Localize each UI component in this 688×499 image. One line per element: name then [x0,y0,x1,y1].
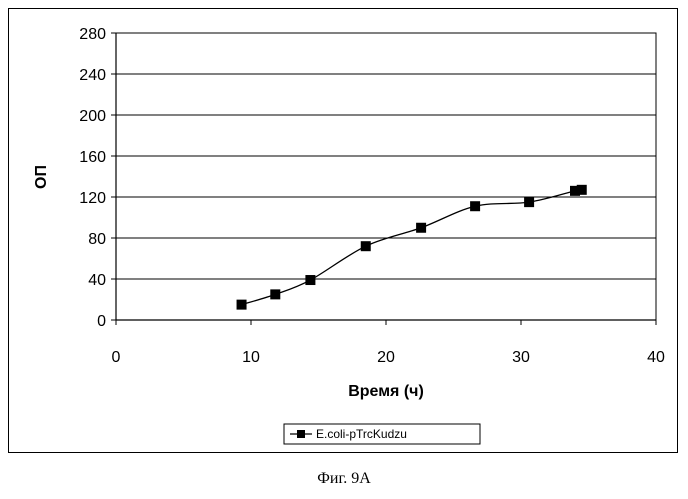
x-tick-label: 20 [377,349,395,366]
y-tick-label: 120 [79,190,106,207]
legend-marker-sample [297,430,305,438]
figure-caption: Фиг. 9А [0,470,688,488]
y-tick-label: 280 [79,26,106,43]
data-point-marker [416,223,426,233]
y-tick-label: 160 [79,149,106,166]
data-point-marker [305,275,315,285]
data-point-marker [524,197,534,207]
x-tick-label: 40 [647,349,665,366]
data-point-marker [470,201,480,211]
y-tick-label: 240 [79,67,106,84]
y-axis-title: ОП [33,165,50,189]
x-tick-label: 30 [512,349,530,366]
legend: E.coli-pTrcKudzu [284,424,480,444]
y-tick-label: 0 [97,313,106,330]
y-tick-label: 40 [88,272,106,289]
x-tick-label: 0 [112,349,121,366]
plot-area [116,33,656,320]
legend-label: E.coli-pTrcKudzu [316,427,407,441]
x-axis-title: Время (ч) [348,383,424,400]
y-tick-label: 80 [88,231,106,248]
data-point-marker [270,289,280,299]
plot-border [116,33,656,320]
x-tick-label: 10 [242,349,260,366]
y-tick-label: 200 [79,108,106,125]
data-point-marker [237,300,247,310]
data-point-marker [361,241,371,251]
data-point-marker [577,185,587,195]
